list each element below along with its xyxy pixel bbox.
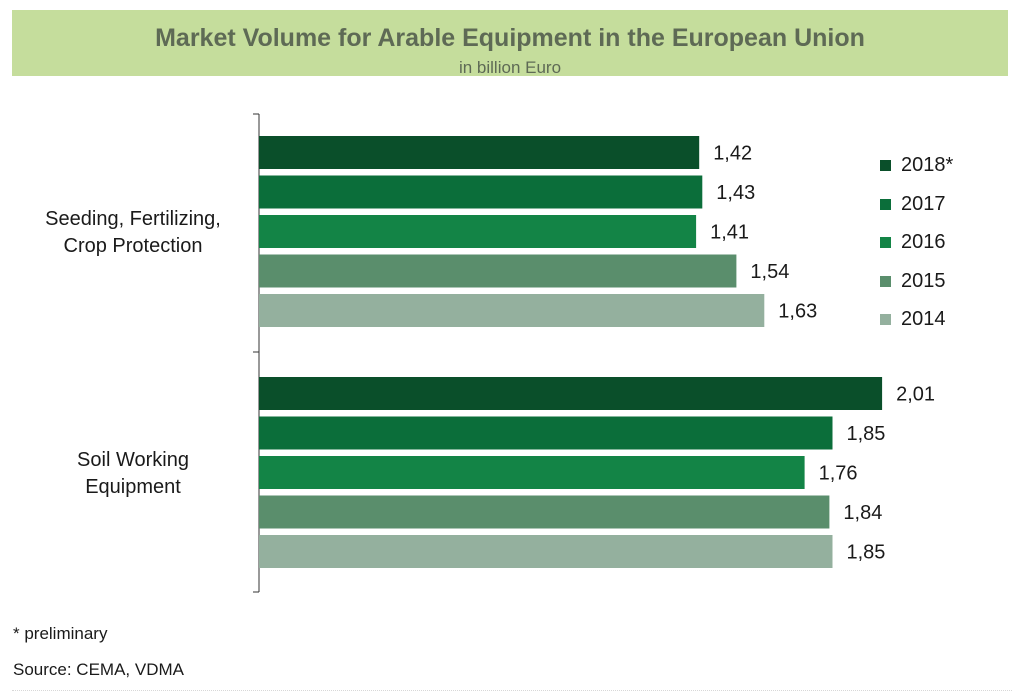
data-label-2017-0: 1,43: [716, 182, 755, 204]
legend-swatch: [880, 314, 891, 325]
bar-2017-1: [259, 416, 833, 450]
category-label-0: Seeding, Fertilizing, Crop Protection: [45, 208, 221, 257]
data-label-2018-0: 1,42: [713, 143, 752, 165]
data-label-2015-1: 1,84: [843, 502, 882, 524]
data-label-2016-0: 1,41: [710, 222, 749, 244]
data-label-2014-1: 1,85: [847, 542, 886, 564]
bar-2015-1: [259, 495, 830, 529]
legend-label: 2018*: [901, 154, 954, 176]
bar-2016-0: [259, 215, 697, 248]
legend-item-2015: 2015: [880, 270, 1000, 294]
data-label-2018-1: 2,01: [896, 384, 935, 406]
legend-item-2017: 2017: [880, 193, 1000, 217]
bar-2018-1: [259, 377, 883, 410]
source-note: Source: CEMA, VDMA: [13, 660, 184, 679]
data-label-2015-0: 1,54: [750, 261, 789, 283]
bar-2017-0: [259, 175, 703, 209]
chart-subtitle: in billion Euro: [458, 58, 562, 77]
bottom-divider: [12, 690, 1012, 691]
data-label-2016-1: 1,76: [819, 463, 858, 485]
category-label-1: Soil Working Equipment: [77, 449, 189, 498]
bar-2018-0: [259, 136, 700, 169]
legend-swatch: [880, 160, 891, 171]
data-label-2017-1: 1,85: [847, 423, 886, 445]
legend-item-2016: 2016: [880, 231, 1000, 255]
bar-2015-0: [259, 254, 737, 288]
data-label-2014-0: 1,63: [778, 301, 817, 323]
legend-item-2018: 2018*: [880, 154, 1000, 178]
bar-2014-1: [259, 535, 833, 568]
chart-title: Market Volume for Arable Equipment in th…: [155, 24, 865, 52]
footnote: * preliminary: [13, 624, 108, 643]
legend-swatch: [880, 237, 891, 248]
legend-label: 2016: [901, 231, 946, 253]
legend-swatch: [880, 275, 891, 287]
legend-item-2014: 2014: [880, 308, 1000, 332]
bar-2016-1: [259, 456, 805, 489]
legend-label: 2014: [901, 308, 946, 330]
chart-header-banner: Market Volume for Arable Equipment in th…: [12, 10, 1008, 77]
legend-swatch: [880, 198, 891, 210]
bar-2014-0: [259, 294, 765, 327]
legend-label: 2015: [901, 269, 946, 292]
legend-label: 2017: [901, 192, 946, 215]
